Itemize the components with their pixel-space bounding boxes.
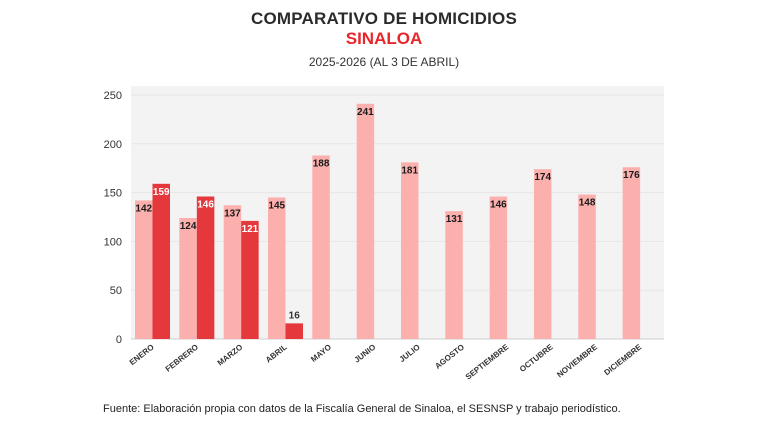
x-tick-label: OCTUBRE xyxy=(518,342,555,374)
bar xyxy=(267,197,286,339)
y-tick-label: 0 xyxy=(116,334,122,346)
bar xyxy=(445,211,463,339)
y-axis: 0 50 100 150 200 250 xyxy=(104,90,122,346)
x-tick-label: MARZO xyxy=(216,342,245,367)
data-labels: 1421591241461371211451618824118113114617… xyxy=(135,107,640,322)
x-tick-label: JULIO xyxy=(398,342,422,364)
bar xyxy=(622,167,641,339)
data-label: 159 xyxy=(153,187,170,198)
data-label: 146 xyxy=(490,200,507,211)
bar xyxy=(356,103,375,339)
data-label: 142 xyxy=(135,203,152,214)
chart-period: 2025-2026 (AL 3 DE ABRIL) xyxy=(308,55,460,69)
data-label: 241 xyxy=(357,107,374,118)
bar xyxy=(135,200,153,339)
bar xyxy=(179,217,197,339)
x-tick-label: JUNIO xyxy=(353,342,378,364)
data-label: 176 xyxy=(623,170,640,181)
data-label: 148 xyxy=(579,198,596,209)
x-tick-label: NOVIEMBRE xyxy=(555,342,599,379)
data-label: 181 xyxy=(401,165,418,176)
x-axis: ENERO FEBRERO MARZO ABRIL MAYO JUNIO JULIO AGOS… xyxy=(128,342,644,382)
x-tick-label: AGOSTO xyxy=(433,342,466,370)
chart-subtitle: SINALOA xyxy=(345,29,423,48)
data-label: 146 xyxy=(197,200,214,211)
data-label: 174 xyxy=(534,172,551,183)
x-tick-label: ABRIL xyxy=(264,342,289,364)
x-tick-label: SEPTIEMBRE xyxy=(464,342,511,382)
bar xyxy=(400,162,419,339)
data-label: 131 xyxy=(446,214,463,225)
y-tick-label: 100 xyxy=(104,236,122,248)
bar xyxy=(312,155,330,339)
data-label: 121 xyxy=(242,224,259,235)
bar xyxy=(223,205,242,339)
source-note: Fuente: Elaboración propia con datos de … xyxy=(103,403,621,415)
bar xyxy=(489,196,508,339)
data-label: 145 xyxy=(268,200,285,211)
y-tick-label: 250 xyxy=(104,90,122,102)
bar xyxy=(533,169,552,339)
y-tick-label: 50 xyxy=(110,285,122,297)
x-tick-label: FEBRERO xyxy=(164,342,200,373)
chart-title: COMPARATIVO DE HOMICIDIOS xyxy=(251,9,517,28)
bars xyxy=(135,103,641,339)
bar xyxy=(241,220,259,339)
y-tick-label: 150 xyxy=(104,188,122,200)
x-tick-label: DICIEMBRE xyxy=(602,342,643,377)
plot-area xyxy=(131,86,664,339)
bar xyxy=(285,323,303,339)
bar xyxy=(152,183,170,339)
data-label: 124 xyxy=(180,221,197,232)
x-tick-label: ENERO xyxy=(128,342,156,367)
gridlines xyxy=(131,94,664,340)
data-label: 16 xyxy=(289,310,301,321)
x-tick-label: MAYO xyxy=(309,342,333,363)
bar xyxy=(196,196,215,339)
data-label: 137 xyxy=(224,208,241,219)
y-tick-label: 200 xyxy=(104,139,122,151)
data-label: 188 xyxy=(313,159,330,170)
bar xyxy=(578,194,596,339)
